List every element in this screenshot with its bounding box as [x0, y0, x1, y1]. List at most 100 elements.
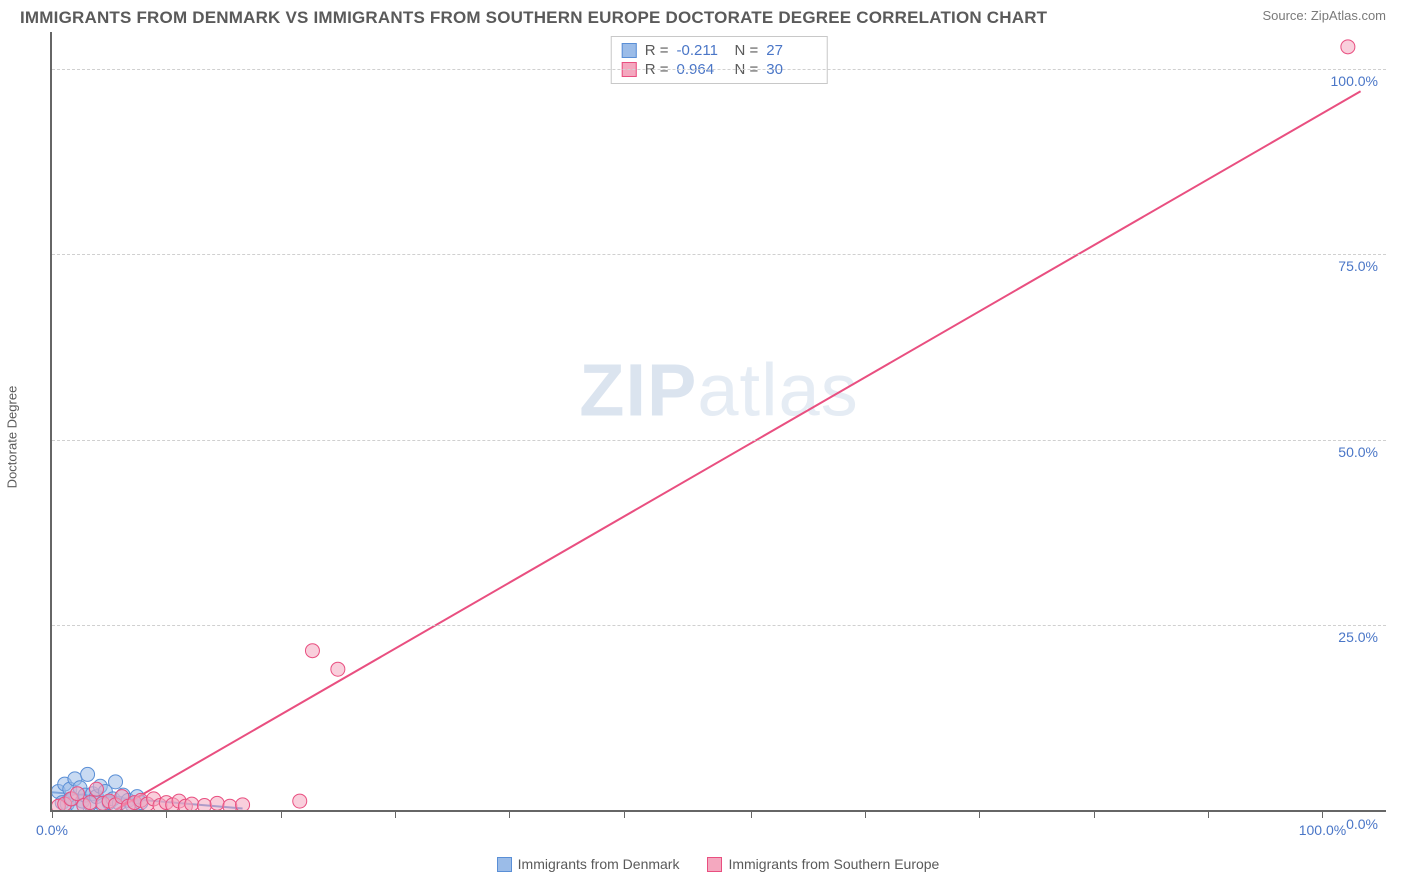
data-point [1341, 40, 1355, 54]
data-point [121, 793, 135, 807]
xtick-label: 100.0% [1299, 822, 1346, 838]
legend-label: Immigrants from Southern Europe [728, 856, 939, 872]
legend-swatch-icon [497, 857, 512, 872]
stats-legend: R = -0.211 N = 27 R = 0.964 N = 30 [611, 36, 828, 84]
data-point [159, 796, 173, 810]
data-point [305, 644, 319, 658]
data-point [121, 799, 135, 810]
xtick [1208, 810, 1209, 818]
xtick [281, 810, 282, 818]
ytick-label: 25.0% [1338, 629, 1378, 645]
data-point [73, 781, 87, 795]
data-point [102, 796, 116, 810]
data-point [81, 767, 95, 781]
data-point [93, 779, 107, 793]
data-point [102, 794, 116, 808]
data-point [178, 799, 192, 810]
watermark-light: atlas [697, 348, 858, 431]
data-point [63, 782, 77, 796]
xtick [624, 810, 625, 818]
chart-svg [52, 32, 1386, 810]
r-label: R = [645, 42, 669, 59]
data-point [52, 784, 65, 798]
data-point [130, 790, 144, 804]
data-point [77, 799, 91, 810]
xtick [865, 810, 866, 818]
data-point [147, 792, 161, 806]
data-point [96, 796, 110, 810]
data-point [185, 797, 199, 810]
data-point [52, 799, 65, 810]
xtick [1322, 810, 1323, 818]
data-point [83, 797, 97, 810]
legend-swatch-icon [622, 43, 637, 58]
data-point [58, 797, 72, 810]
chart-title: IMMIGRANTS FROM DENMARK VS IMMIGRANTS FR… [20, 8, 1047, 28]
data-point [109, 798, 123, 810]
data-point [172, 794, 186, 808]
series-legend: Immigrants from Denmark Immigrants from … [50, 856, 1386, 872]
r-value: -0.211 [677, 42, 727, 59]
legend-item: Immigrants from Southern Europe [707, 856, 939, 872]
data-point [140, 797, 154, 810]
data-point [166, 798, 180, 810]
legend-item: Immigrants from Denmark [497, 856, 680, 872]
data-point [153, 799, 167, 810]
trend-line [52, 792, 243, 808]
data-point [223, 799, 237, 810]
data-point [86, 787, 100, 801]
watermark: ZIPatlas [579, 347, 858, 432]
xtick [395, 810, 396, 818]
data-point [64, 792, 78, 806]
data-point [236, 798, 250, 810]
ytick-label: 0.0% [1346, 816, 1378, 832]
data-point [210, 796, 224, 810]
data-point [134, 793, 148, 807]
xtick [751, 810, 752, 818]
xtick-label: 0.0% [36, 822, 68, 838]
xtick [979, 810, 980, 818]
data-point [60, 797, 74, 810]
data-point [128, 796, 142, 810]
chart-container: Doctorate Degree ZIPatlas R = -0.211 N =… [50, 32, 1386, 842]
data-point [197, 799, 211, 810]
data-point [96, 799, 110, 810]
data-point [134, 796, 148, 810]
watermark-bold: ZIP [579, 348, 697, 431]
plot-area: ZIPatlas R = -0.211 N = 27 R = 0.964 N =… [50, 32, 1386, 812]
data-point [125, 798, 139, 810]
data-point [109, 775, 123, 789]
data-point [75, 794, 89, 808]
ytick-label: 75.0% [1338, 258, 1378, 274]
data-point [98, 784, 112, 798]
data-point [89, 782, 103, 796]
data-point [89, 790, 103, 804]
data-point [106, 792, 120, 806]
xtick [166, 810, 167, 818]
data-point [83, 796, 97, 810]
data-point [65, 792, 79, 806]
data-point [70, 799, 84, 810]
n-value: 27 [766, 42, 816, 59]
y-axis-label: Doctorate Degree [5, 386, 20, 489]
gridline [52, 69, 1386, 70]
trend-line [116, 91, 1361, 810]
data-point [116, 788, 130, 802]
legend-label: Immigrants from Denmark [518, 856, 680, 872]
data-point [78, 788, 92, 802]
data-point [55, 796, 69, 810]
legend-swatch-icon [707, 857, 722, 872]
stats-legend-row: R = -0.211 N = 27 [622, 41, 817, 60]
xtick [509, 810, 510, 818]
data-point [58, 777, 72, 791]
ytick-label: 50.0% [1338, 444, 1378, 460]
xtick [1094, 810, 1095, 818]
data-point [331, 662, 345, 676]
data-point [293, 794, 307, 808]
gridline [52, 254, 1386, 255]
xtick [52, 810, 53, 818]
data-point [115, 790, 129, 804]
data-point [112, 796, 126, 810]
source-label: Source: ZipAtlas.com [1262, 8, 1386, 23]
n-label: N = [735, 42, 759, 59]
